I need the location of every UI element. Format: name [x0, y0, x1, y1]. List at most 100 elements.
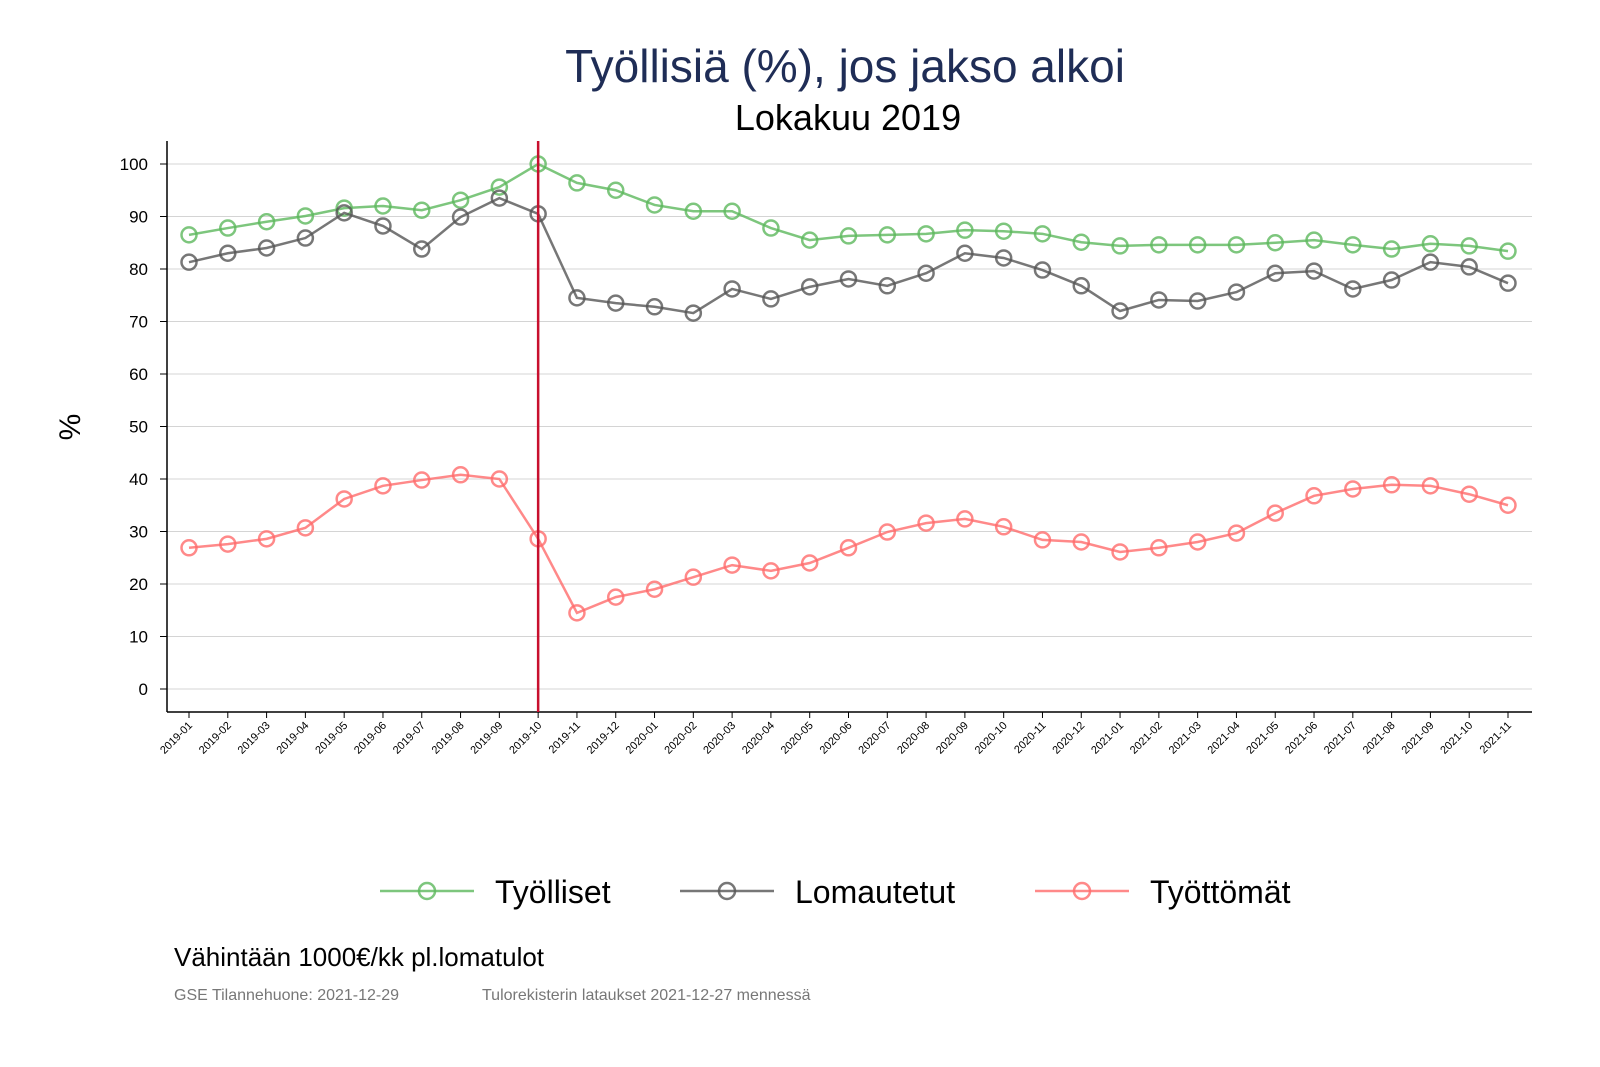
data-point	[800, 278, 819, 296]
data-point	[1421, 235, 1440, 253]
data-point	[956, 510, 974, 528]
chart-title: Työllisiä (%), jos jakso alkoi	[565, 40, 1125, 92]
y-axis-ticks: 0 10 20 30 40 50 60 70 80 90 100	[120, 155, 167, 699]
legend-label: Työttömät	[1150, 874, 1291, 910]
data-point	[878, 277, 897, 295]
data-point	[335, 199, 353, 217]
series-line	[188, 473, 1509, 615]
data-point	[956, 244, 974, 262]
data-point	[1150, 539, 1168, 557]
legend-marker	[417, 881, 437, 901]
x-axis-ticks: 2019-01 2019-02 2019-03 2019-04 2019-05 2019-…	[158, 712, 1514, 757]
data-point	[296, 207, 315, 225]
data-point	[684, 304, 703, 322]
data-point	[839, 227, 858, 245]
data-point	[490, 470, 509, 488]
data-point	[219, 244, 237, 262]
x-tick-label: 2021-04	[1206, 720, 1243, 757]
x-tick-label: 2021-07	[1322, 720, 1359, 757]
x-tick-label: 2019-07	[391, 720, 428, 757]
data-point	[568, 604, 586, 622]
series-line	[188, 162, 1509, 253]
data-point	[839, 539, 858, 557]
legend-item-työttömät: Työttömät	[1035, 874, 1291, 910]
x-tick-label: 2019-06	[352, 720, 389, 757]
x-tick-label: 2019-10	[507, 720, 544, 757]
data-point	[1499, 496, 1517, 514]
x-tick-label: 2019-09	[468, 720, 505, 757]
data-point	[1033, 225, 1052, 243]
data-point	[1460, 485, 1478, 503]
series-työttömät	[180, 466, 1517, 622]
footer-source-register: Tulorekisterin lataukset 2021-12-27 menn…	[482, 987, 811, 1004]
data-point	[1421, 253, 1440, 271]
legend-label: Lomautetut	[795, 874, 955, 910]
data-point	[1072, 277, 1091, 295]
data-point	[180, 539, 198, 557]
data-point	[568, 174, 586, 192]
data-point	[451, 466, 470, 484]
data-point	[1111, 237, 1129, 255]
data-point	[335, 204, 353, 222]
x-tick-label: 2019-02	[197, 720, 234, 757]
data-point	[994, 518, 1013, 536]
legend-marker	[717, 881, 737, 901]
footer-note: Vähintään 1000€/kk pl.lomatulot	[174, 942, 545, 972]
data-point	[1227, 283, 1246, 301]
x-tick-label: 2020-08	[895, 720, 932, 757]
data-point	[219, 535, 237, 553]
data-point	[684, 202, 703, 220]
data-point	[762, 219, 780, 237]
x-tick-label: 2020-04	[740, 720, 777, 757]
data-point	[1499, 274, 1517, 292]
data-point	[800, 554, 819, 572]
gridlines	[167, 163, 1532, 690]
data-point	[878, 226, 897, 244]
data-point	[1382, 240, 1401, 258]
data-point	[1188, 236, 1207, 254]
x-tick-label: 2019-05	[313, 720, 350, 757]
y-tick-label: 60	[129, 365, 148, 384]
data-point	[606, 294, 625, 312]
data-point	[568, 289, 586, 307]
data-point	[839, 270, 858, 288]
data-point	[994, 222, 1013, 240]
data-point	[413, 201, 431, 219]
legend-label: Työlliset	[495, 874, 611, 910]
data-point	[490, 178, 509, 196]
data-point	[1344, 236, 1362, 254]
data-point	[606, 588, 625, 606]
data-point	[762, 290, 780, 308]
legend-item-lomautetut: Lomautetut	[680, 874, 955, 910]
x-tick-label: 2019-04	[274, 720, 311, 757]
y-tick-label: 10	[129, 628, 148, 647]
x-tick-label: 2020-10	[973, 720, 1010, 757]
data-point	[296, 229, 315, 247]
x-tick-label: 2020-06	[818, 720, 855, 757]
data-point	[1382, 271, 1401, 289]
data-point	[1072, 533, 1091, 551]
x-tick-label: 2020-09	[934, 720, 971, 757]
y-tick-label: 30	[129, 523, 148, 542]
x-tick-label: 2021-03	[1167, 720, 1204, 757]
data-point	[1188, 292, 1207, 310]
data-point	[1499, 242, 1517, 260]
data-point	[878, 523, 897, 541]
data-point	[180, 226, 198, 244]
series-työlliset	[180, 155, 1517, 260]
data-point	[180, 253, 198, 271]
data-point	[606, 181, 625, 199]
data-point	[1266, 264, 1284, 282]
data-point	[374, 477, 392, 495]
x-tick-label: 2020-03	[701, 720, 738, 757]
x-tick-label: 2021-06	[1283, 720, 1320, 757]
data-point	[451, 208, 470, 226]
data-point	[684, 568, 703, 586]
x-tick-label: 2021-11	[1478, 720, 1514, 756]
y-axis-label: %	[54, 414, 87, 441]
x-tick-label: 2020-12	[1050, 720, 1087, 757]
data-point	[490, 189, 509, 207]
data-point	[1344, 480, 1362, 498]
legend-item-työlliset: Työlliset	[380, 874, 611, 910]
data-point	[1072, 233, 1091, 251]
